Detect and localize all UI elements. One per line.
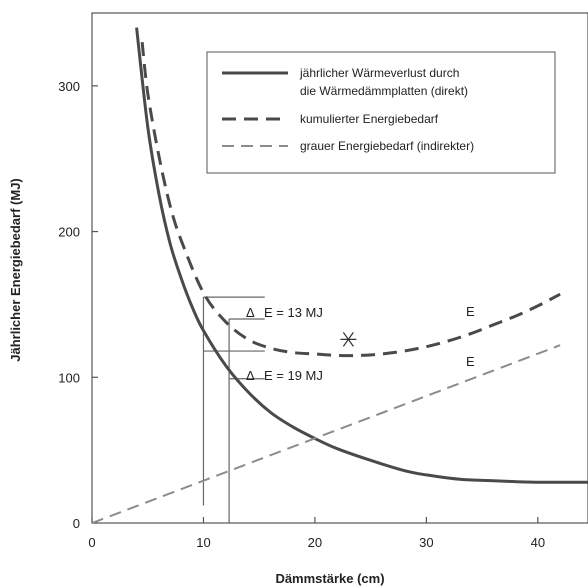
series-line-2	[91, 344, 561, 524]
x-tick-label: 0	[88, 535, 95, 550]
optimum-marker-stroke	[342, 332, 354, 347]
axis-ticks: 0 10 20 30 40 0 100 200 300	[58, 79, 545, 550]
legend-label-grey: grauer Energiebedarf (indirekter)	[300, 139, 474, 153]
series-label-e2: E	[466, 354, 475, 369]
x-tick-label: 40	[531, 535, 545, 550]
series-line-0	[135, 27, 588, 484]
x-axis-title: Dämmstärke (cm)	[275, 571, 384, 586]
delta-symbol-1: Δ	[246, 305, 255, 320]
delta-symbol-2: Δ	[246, 368, 255, 383]
optimum-marker	[340, 332, 357, 347]
y-tick-label: 200	[58, 225, 80, 240]
x-tick-label: 30	[419, 535, 433, 550]
legend-label-cumulative: kumulierter Energiebedarf	[300, 112, 439, 126]
delta-label-13: E = 13 MJ	[264, 305, 323, 320]
legend-label-line1: jährlicher Wärmeverlust durch	[299, 66, 459, 80]
plot-frame	[91, 12, 588, 524]
y-tick-label: 0	[73, 516, 80, 531]
legend-label-line2: die Wärmedämmplatten (direkt)	[300, 84, 468, 98]
legend: jährlicher Wärmeverlust durch die Wärmed…	[206, 51, 556, 174]
series-line-1	[140, 41, 561, 358]
y-tick-label: 100	[58, 370, 80, 385]
series-label-e1: E	[466, 304, 475, 319]
delta-label-19: E = 19 MJ	[264, 368, 323, 383]
y-axis-title: Jährlicher Energiebedarf (MJ)	[8, 178, 23, 362]
y-tick-label: 300	[58, 79, 80, 94]
x-tick-label: 20	[308, 535, 322, 550]
series-lines	[91, 27, 588, 524]
x-tick-label: 10	[196, 535, 210, 550]
